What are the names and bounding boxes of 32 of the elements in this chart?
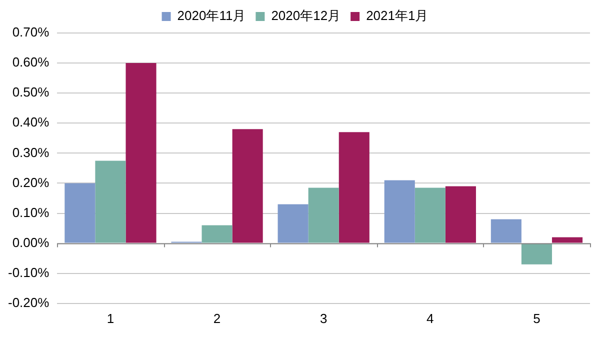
y-tick-label: 0.20%	[12, 174, 50, 190]
x-tick-label: 1	[106, 310, 114, 326]
legend-label: 2020年12月	[271, 8, 341, 24]
bar	[521, 244, 552, 264]
bar	[445, 186, 476, 243]
x-tick-label: 3	[320, 310, 328, 326]
bar	[95, 160, 126, 243]
bar	[64, 183, 96, 243]
bar	[278, 204, 308, 243]
x-tick-label: 5	[533, 310, 540, 326]
legend-label: 2021年1月	[366, 8, 428, 24]
bar	[414, 188, 446, 243]
x-tick-label: 4	[426, 310, 434, 326]
bar	[202, 225, 232, 243]
bar	[308, 188, 339, 243]
bar	[338, 132, 370, 243]
y-tick-label: 0.30%	[12, 144, 50, 160]
bar	[552, 237, 583, 243]
y-tick-label: 0.10%	[12, 204, 50, 220]
bar	[384, 180, 415, 243]
y-tick-label: 0.00%	[12, 234, 50, 250]
y-tick-label: -0.10%	[8, 264, 50, 280]
y-tick-label: 0.70%	[12, 24, 50, 40]
y-tick-label: 0.60%	[12, 54, 50, 70]
y-tick-label: 0.40%	[12, 114, 50, 130]
x-tick-label: 2	[213, 310, 221, 326]
legend-label: 2020年11月	[177, 8, 246, 24]
y-tick-label: 0.50%	[12, 84, 50, 100]
bar	[126, 63, 156, 243]
y-tick-label: -0.20%	[8, 294, 50, 310]
bar	[232, 129, 263, 243]
bar	[490, 219, 522, 243]
